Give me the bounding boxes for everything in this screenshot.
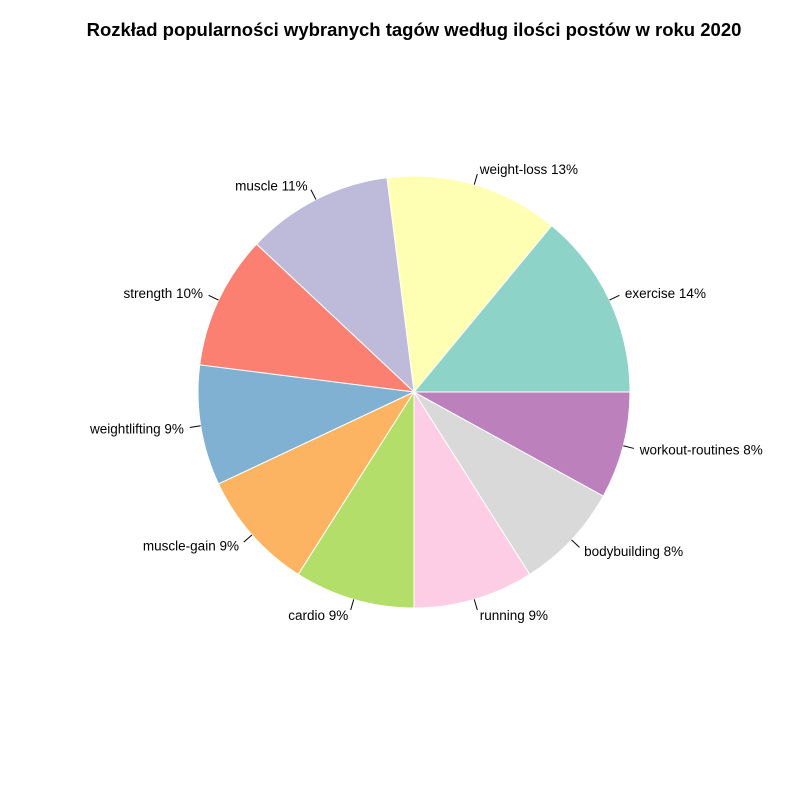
pie-slice-bodybuilding [413,391,604,576]
leader-line-muscle-gain [243,534,253,543]
chart-title: Rozkład popularności wybranych tagów wed… [87,19,742,40]
leader-line-exercise [609,294,620,301]
slice-label-weight-loss: weight-loss 13% [479,162,578,177]
pie-slice-muscle [255,177,415,394]
leader-line-weight-loss [473,173,478,185]
slice-labels: exercise 14% weight-loss 13% muscle 11% str… [89,162,763,623]
pie-slices [197,175,631,609]
leader-line-cardio [350,599,355,611]
slice-label-exercise: exercise 14% [625,286,706,301]
slice-label-muscle-gain: muscle-gain 9% [143,538,239,553]
pie-slice-weight-loss [386,175,553,394]
slice-label-strength: strength 10% [124,286,204,301]
slice-label-weightlifting: weightlifting 9% [89,421,184,436]
leader-line-workout-routines [623,445,634,449]
slice-label-muscle: muscle 11% [235,178,308,193]
slice-label-cardio: cardio 9% [288,608,348,623]
leader-line-weightlifting [189,425,201,429]
leader-line-running [473,599,478,611]
pie-slice-workout-routines [413,391,631,497]
slice-label-workout-routines: workout-routines 8% [639,443,763,458]
leader-line-bodybuilding [571,539,580,548]
slice-label-bodybuilding: bodybuilding 8% [584,544,683,559]
slice-label-running: running 9% [480,608,548,623]
leader-line-strength [208,294,219,301]
label-leader-lines [189,173,634,611]
leader-line-muscle [310,189,317,200]
